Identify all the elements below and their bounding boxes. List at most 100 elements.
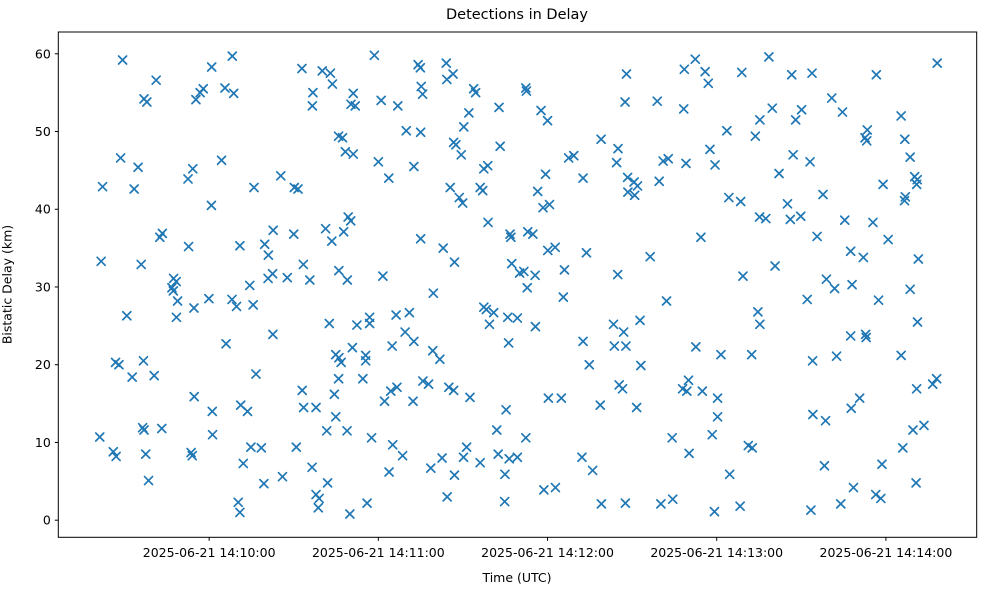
scatter-point: [691, 341, 701, 352]
scatter-point: [613, 143, 623, 154]
scatter-point: [835, 499, 846, 509]
scatter-point: [620, 498, 631, 508]
scatter-point: [183, 174, 193, 184]
scatter-point: [818, 189, 828, 200]
scatter-point: [115, 153, 126, 163]
scatter-point: [506, 232, 516, 243]
scatter-point: [878, 179, 888, 190]
scatter-point: [908, 425, 918, 435]
scatter-point: [409, 161, 419, 172]
scatter-point: [854, 393, 865, 403]
scatter-point: [207, 406, 218, 417]
scatter-point: [220, 83, 230, 93]
scatter-point: [883, 234, 894, 245]
scatter-point: [504, 453, 515, 464]
scatter-point: [538, 202, 548, 213]
scatter-point: [238, 458, 249, 469]
scatter-point: [275, 170, 286, 181]
scatter-point: [819, 460, 830, 471]
scatter-point: [304, 275, 315, 285]
scatter-point: [267, 268, 278, 279]
scatter-point: [307, 101, 318, 111]
scatter-point: [873, 295, 884, 306]
scatter-point: [325, 68, 336, 79]
scatter-point: [428, 288, 439, 299]
scatter-point: [345, 216, 356, 226]
scatter-point: [136, 259, 147, 270]
scatter-point: [204, 293, 214, 304]
scatter-point: [620, 97, 630, 107]
scatter-point: [747, 443, 758, 453]
x-tick-label: 2025-06-21 14:14:00: [820, 545, 953, 560]
scatter-point: [503, 338, 514, 348]
scatter-point: [417, 89, 428, 100]
scatter-point: [512, 452, 523, 463]
scatter-point: [364, 318, 375, 329]
scatter-point: [139, 425, 149, 435]
scatter-point: [712, 411, 723, 422]
scatter-point: [697, 386, 708, 397]
scatter-point: [845, 331, 856, 341]
x-tick-label: 2025-06-21 14:11:00: [312, 545, 445, 560]
scatter-point: [896, 111, 906, 121]
scatter-point: [871, 69, 882, 80]
scatter-point: [667, 432, 678, 443]
scatter-point: [558, 292, 569, 302]
chart-title: Detections in Delay: [445, 7, 588, 23]
scatter-point: [307, 462, 317, 473]
scatter-point: [347, 342, 358, 353]
scatter-point: [629, 190, 640, 201]
scatter-point: [357, 373, 368, 384]
scatter-point: [556, 393, 567, 403]
scatter-point: [911, 179, 922, 190]
y-axis-label: Bistatic Delay (km): [0, 224, 15, 345]
scatter-point: [703, 78, 714, 89]
y-tick-label: 10: [35, 435, 51, 450]
scatter-point: [321, 425, 332, 436]
scatter-point: [522, 282, 533, 293]
scatter-point: [845, 246, 856, 257]
scatter-point: [442, 74, 452, 85]
scatter-point: [652, 96, 663, 107]
scatter-point: [337, 132, 348, 143]
scatter-point: [244, 280, 255, 291]
scatter-point: [848, 482, 859, 493]
scatter-point: [114, 359, 124, 370]
scatter-point: [360, 355, 371, 366]
scatter-point: [384, 467, 394, 477]
scatter-point: [171, 312, 182, 323]
scatter-point: [785, 214, 796, 225]
y-tick-label: 60: [35, 46, 51, 61]
scatter-point: [499, 496, 510, 507]
scatter-point: [550, 242, 560, 253]
scatter-point: [334, 352, 344, 363]
scatter-point: [911, 478, 921, 488]
scatter-point: [755, 319, 765, 330]
scatter-point: [387, 341, 398, 351]
x-tick-label: 2025-06-21 14:13:00: [650, 545, 783, 560]
scatter-point: [790, 114, 801, 125]
scatter-point: [127, 372, 138, 383]
scatter-point: [530, 321, 541, 332]
scatter-point: [875, 493, 886, 504]
scatter-point: [221, 338, 231, 349]
scatter-point: [755, 114, 765, 125]
scatter-point: [696, 232, 706, 243]
scatter-point: [336, 357, 346, 368]
scatter-point: [268, 225, 279, 236]
scatter-point: [366, 432, 377, 443]
scatter-point: [812, 231, 822, 242]
scatter-point: [418, 376, 428, 386]
scatter-point: [400, 327, 410, 337]
scatter-point: [502, 312, 513, 323]
scatter-point: [774, 168, 784, 179]
scatter-point: [897, 443, 908, 453]
scatter-point: [231, 301, 242, 312]
scatter-point: [563, 153, 574, 163]
scatter-point: [542, 245, 553, 256]
scatter-point: [847, 279, 857, 290]
scatter-point: [484, 319, 495, 330]
scatter-point: [518, 266, 529, 277]
scatter-point: [911, 383, 922, 394]
scatter-point: [683, 375, 694, 386]
